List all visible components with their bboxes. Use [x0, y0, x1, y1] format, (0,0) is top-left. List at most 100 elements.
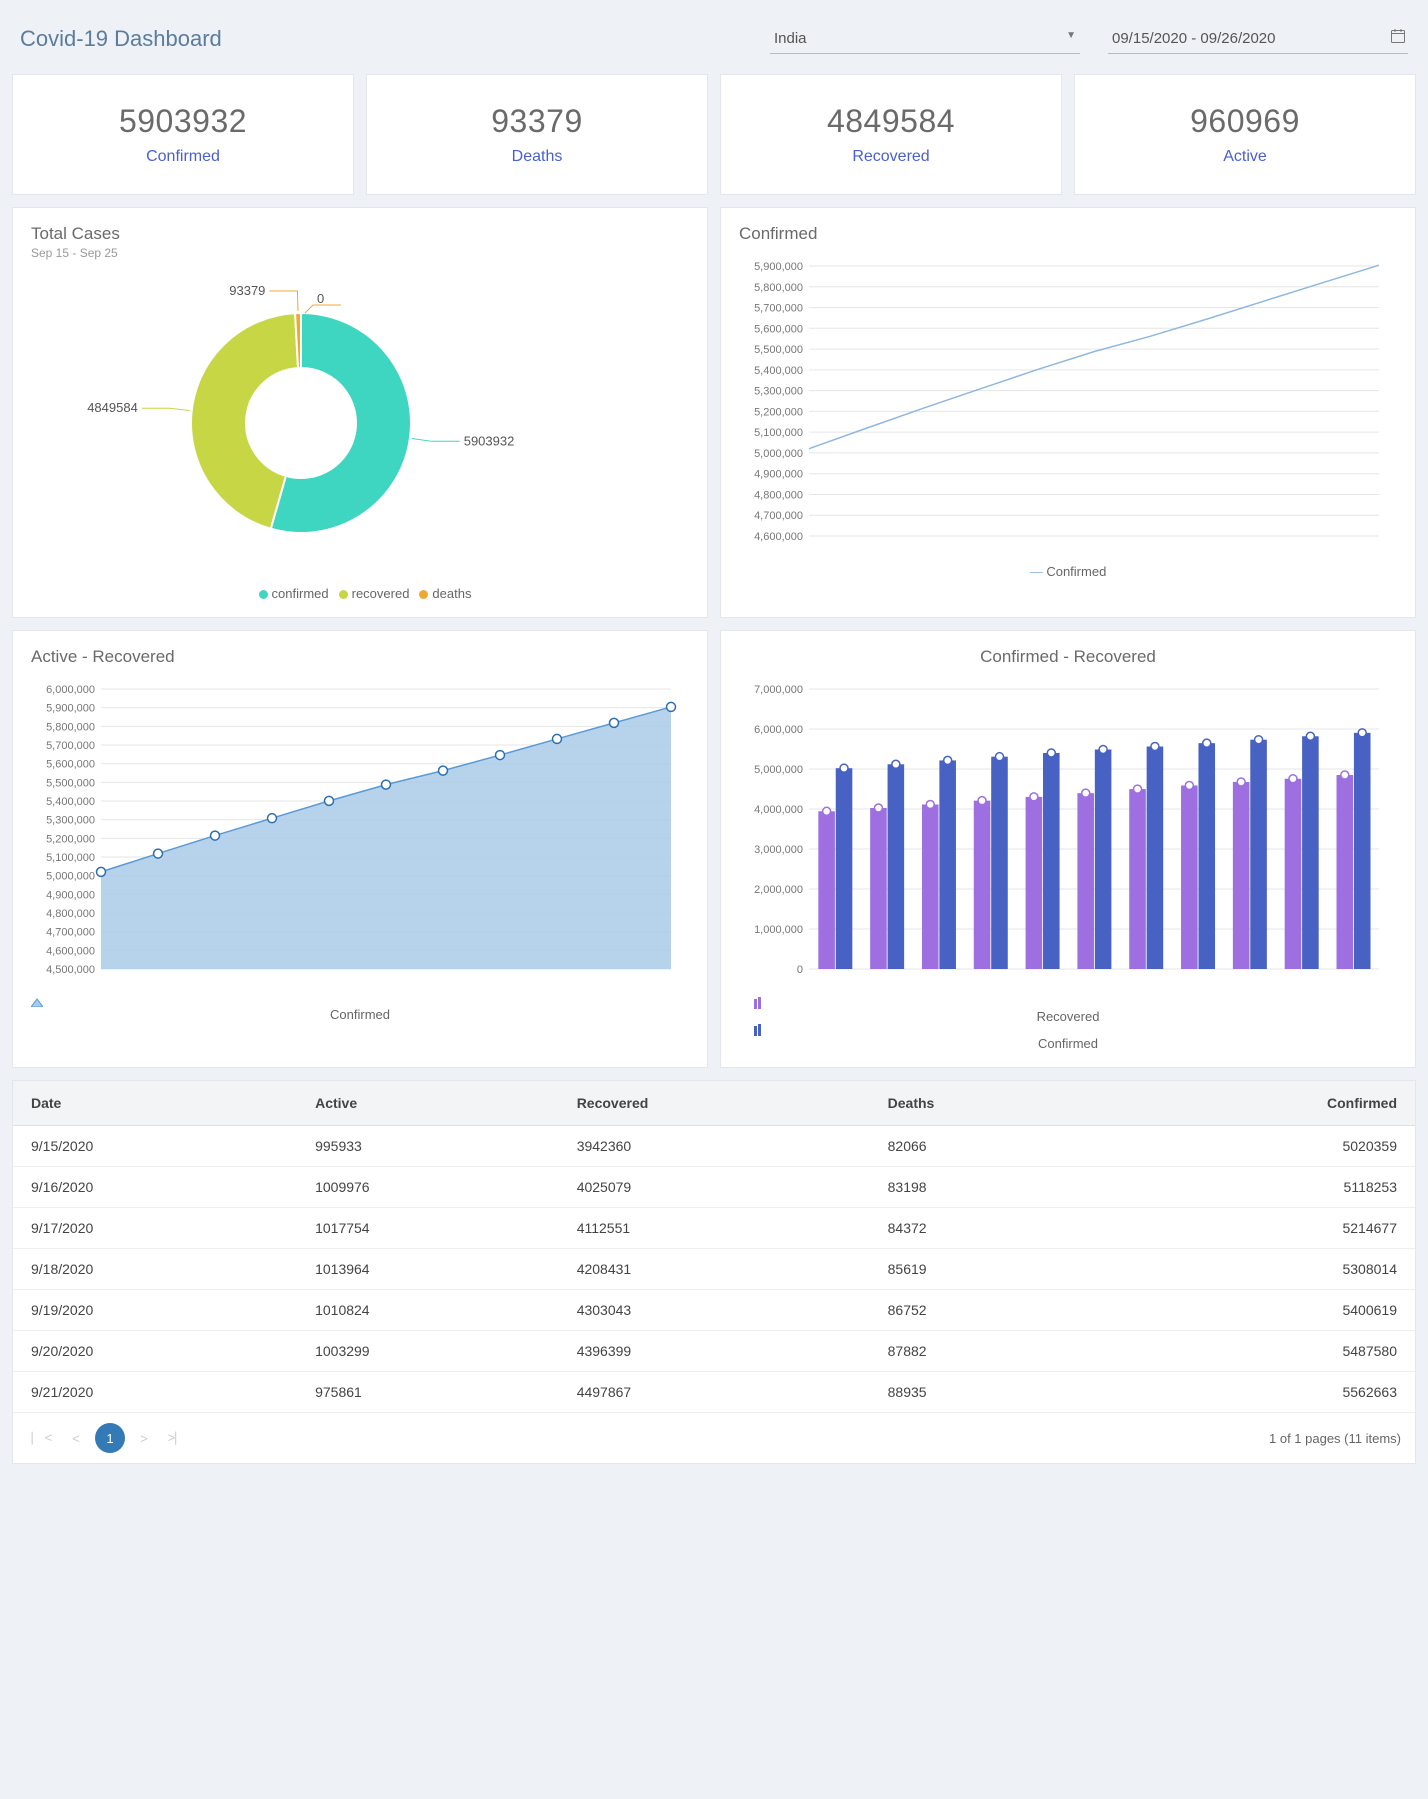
summary-card: 93379 Deaths [366, 74, 708, 195]
bar-legend: RecoveredConfirmed [739, 997, 1397, 1051]
summary-card: 960969 Active [1074, 74, 1416, 195]
card-label: Active [1087, 148, 1403, 166]
summary-cards: 5903932 Confirmed93379 Deaths4849584 Rec… [12, 74, 1416, 195]
table-cell: 1013964 [297, 1249, 559, 1290]
svg-text:4,600,000: 4,600,000 [46, 945, 95, 957]
table-cell: 4303043 [559, 1290, 870, 1331]
table-row[interactable]: 9/19/202010108244303043867525400619 [13, 1290, 1415, 1331]
line-chart-card: Confirmed 4,600,0004,700,0004,800,0004,9… [720, 207, 1416, 618]
page-title: Covid-19 Dashboard [20, 26, 770, 52]
svg-text:5,700,000: 5,700,000 [46, 740, 95, 752]
donut-chart: 59039324849584933790 [31, 268, 681, 578]
svg-text:5,400,000: 5,400,000 [754, 365, 803, 377]
svg-text:5,100,000: 5,100,000 [754, 427, 803, 439]
line-chart: 4,600,0004,700,0004,800,0004,900,0005,00… [739, 256, 1389, 556]
svg-text:5,300,000: 5,300,000 [46, 815, 95, 827]
card-label: Recovered [733, 148, 1049, 166]
card-label: Confirmed [25, 148, 341, 166]
svg-text:5,500,000: 5,500,000 [754, 344, 803, 356]
table-cell: 5562663 [1109, 1372, 1415, 1413]
table-cell: 3942360 [559, 1126, 870, 1167]
table-header[interactable]: Date [13, 1081, 297, 1126]
svg-text:5,300,000: 5,300,000 [754, 386, 803, 398]
table-cell: 84372 [870, 1208, 1109, 1249]
svg-text:4,800,000: 4,800,000 [754, 489, 803, 501]
svg-text:5,900,000: 5,900,000 [46, 703, 95, 715]
table-header[interactable]: Active [297, 1081, 559, 1126]
line-title: Confirmed [739, 224, 1397, 244]
table-cell: 1003299 [297, 1331, 559, 1372]
pager-page-1-button[interactable]: 1 [95, 1423, 125, 1453]
table-cell: 9/17/2020 [13, 1208, 297, 1249]
table-cell: 85619 [870, 1249, 1109, 1290]
svg-text:2,000,000: 2,000,000 [754, 884, 803, 896]
pager-first-button[interactable]: ⎸< [27, 1423, 57, 1453]
svg-text:4,900,000: 4,900,000 [46, 889, 95, 901]
svg-text:0: 0 [797, 964, 803, 976]
svg-text:1,000,000: 1,000,000 [754, 924, 803, 936]
table-cell: 5308014 [1109, 1249, 1415, 1290]
table-cell: 5400619 [1109, 1290, 1415, 1331]
svg-text:5,400,000: 5,400,000 [46, 796, 95, 808]
table-row[interactable]: 9/18/202010139644208431856195308014 [13, 1249, 1415, 1290]
date-range-input[interactable]: 09/15/2020 - 09/26/2020 [1108, 24, 1408, 54]
pager-next-button[interactable]: > [129, 1423, 159, 1453]
table-cell: 5118253 [1109, 1167, 1415, 1208]
data-table-card: DateActiveRecoveredDeathsConfirmed 9/15/… [12, 1080, 1416, 1464]
card-value: 960969 [1087, 103, 1403, 140]
area-chart: 4,500,0004,600,0004,700,0004,800,0004,90… [31, 679, 681, 989]
area-title: Active - Recovered [31, 647, 689, 667]
table-cell: 995933 [297, 1126, 559, 1167]
table-cell: 9/16/2020 [13, 1167, 297, 1208]
svg-text:5,500,000: 5,500,000 [46, 777, 95, 789]
table-cell: 87882 [870, 1331, 1109, 1372]
table-cell: 83198 [870, 1167, 1109, 1208]
svg-text:5,200,000: 5,200,000 [754, 406, 803, 418]
svg-text:5,000,000: 5,000,000 [46, 871, 95, 883]
table-cell: 4208431 [559, 1249, 870, 1290]
calendar-icon[interactable] [1390, 28, 1406, 44]
svg-text:3,000,000: 3,000,000 [754, 844, 803, 856]
card-label: Deaths [379, 148, 695, 166]
svg-text:4849584: 4849584 [87, 400, 138, 415]
table-header[interactable]: Recovered [559, 1081, 870, 1126]
table-cell: 5020359 [1109, 1126, 1415, 1167]
donut-title: Total Cases [31, 224, 689, 244]
card-value: 93379 [379, 103, 695, 140]
donut-legend: confirmedrecovereddeaths [31, 586, 689, 601]
svg-text:4,900,000: 4,900,000 [754, 469, 803, 481]
table-header[interactable]: Deaths [870, 1081, 1109, 1126]
svg-text:4,000,000: 4,000,000 [754, 804, 803, 816]
table-cell: 1010824 [297, 1290, 559, 1331]
table-cell: 4025079 [559, 1167, 870, 1208]
line-legend: — Confirmed [739, 564, 1397, 579]
svg-text:5,800,000: 5,800,000 [754, 282, 803, 294]
table-cell: 1009976 [297, 1167, 559, 1208]
svg-text:5903932: 5903932 [464, 433, 515, 448]
pager-prev-button[interactable]: < [61, 1423, 91, 1453]
summary-card: 5903932 Confirmed [12, 74, 354, 195]
table-row[interactable]: 9/15/20209959333942360820665020359 [13, 1126, 1415, 1167]
table-cell: 1017754 [297, 1208, 559, 1249]
svg-text:5,000,000: 5,000,000 [754, 448, 803, 460]
data-table: DateActiveRecoveredDeathsConfirmed 9/15/… [13, 1081, 1415, 1413]
table-cell: 88935 [870, 1372, 1109, 1413]
svg-text:4,700,000: 4,700,000 [46, 927, 95, 939]
table-row[interactable]: 9/21/20209758614497867889355562663 [13, 1372, 1415, 1413]
card-value: 5903932 [25, 103, 341, 140]
table-row[interactable]: 9/16/202010099764025079831985118253 [13, 1167, 1415, 1208]
table-row[interactable]: 9/17/202010177544112551843725214677 [13, 1208, 1415, 1249]
table-cell: 4396399 [559, 1331, 870, 1372]
svg-text:5,600,000: 5,600,000 [46, 759, 95, 771]
table-row[interactable]: 9/20/202010032994396399878825487580 [13, 1331, 1415, 1372]
bar-title: Confirmed - Recovered [739, 647, 1397, 667]
country-select[interactable]: India [770, 24, 1080, 54]
svg-text:5,800,000: 5,800,000 [46, 721, 95, 733]
pager-last-button[interactable]: >⎸ [163, 1423, 193, 1453]
table-pager: ⎸< < 1 > >⎸ 1 of 1 pages (11 items) [13, 1413, 1415, 1463]
table-cell: 9/15/2020 [13, 1126, 297, 1167]
table-cell: 86752 [870, 1290, 1109, 1331]
card-value: 4849584 [733, 103, 1049, 140]
table-header[interactable]: Confirmed [1109, 1081, 1415, 1126]
table-cell: 9/21/2020 [13, 1372, 297, 1413]
